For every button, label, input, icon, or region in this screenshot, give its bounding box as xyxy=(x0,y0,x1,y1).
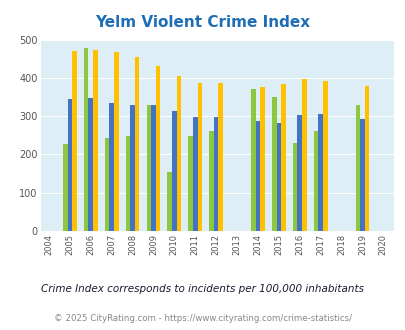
Bar xyxy=(250,89,255,231)
Bar xyxy=(176,76,181,231)
Bar xyxy=(167,173,172,231)
Bar xyxy=(197,83,202,231)
Bar xyxy=(130,105,134,231)
Bar xyxy=(355,106,359,231)
Bar xyxy=(72,51,77,231)
Bar xyxy=(134,57,139,231)
Bar xyxy=(271,97,276,231)
Text: Crime Index corresponds to incidents per 100,000 inhabitants: Crime Index corresponds to incidents per… xyxy=(41,284,364,294)
Bar xyxy=(281,84,285,231)
Bar xyxy=(213,117,218,231)
Bar xyxy=(364,86,369,231)
Bar xyxy=(104,138,109,231)
Text: © 2025 CityRating.com - https://www.cityrating.com/crime-statistics/: © 2025 CityRating.com - https://www.city… xyxy=(54,314,351,323)
Bar xyxy=(359,119,364,231)
Bar xyxy=(93,50,98,231)
Bar xyxy=(192,117,197,231)
Bar xyxy=(67,99,72,231)
Bar xyxy=(126,136,130,231)
Bar xyxy=(63,144,67,231)
Bar xyxy=(156,66,160,231)
Bar xyxy=(297,115,301,231)
Bar xyxy=(292,143,297,231)
Bar xyxy=(313,131,318,231)
Text: Yelm Violent Crime Index: Yelm Violent Crime Index xyxy=(95,15,310,30)
Bar xyxy=(109,103,114,231)
Bar xyxy=(209,131,213,231)
Bar xyxy=(301,79,306,231)
Bar xyxy=(146,106,151,231)
Bar xyxy=(322,81,327,231)
Bar xyxy=(88,98,93,231)
Bar xyxy=(218,83,222,231)
Bar xyxy=(255,121,260,231)
Bar xyxy=(276,123,281,231)
Bar xyxy=(260,87,264,231)
Bar xyxy=(84,48,88,231)
Bar xyxy=(318,114,322,231)
Bar xyxy=(114,52,118,231)
Bar xyxy=(172,111,176,231)
Bar xyxy=(188,136,192,231)
Bar xyxy=(151,105,156,231)
